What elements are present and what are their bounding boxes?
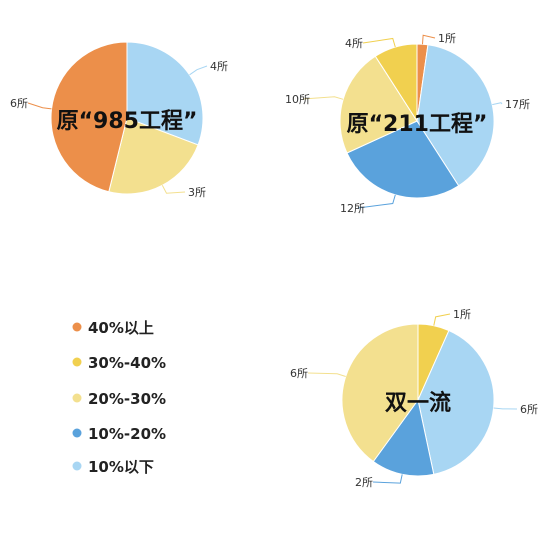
slice-label: 10所: [285, 93, 310, 106]
legend-swatch-40-above: [72, 322, 82, 332]
legend-label-10-below: 10%以下: [88, 458, 154, 476]
leader-line: [189, 65, 208, 76]
slice-label: 1所: [453, 308, 471, 321]
leader-line: [372, 474, 403, 484]
legend-label-40-above: 40%以上: [88, 319, 154, 337]
leader-line: [492, 102, 503, 106]
legend-item-30-40: 30%-40%: [72, 354, 166, 372]
pie-title: 双一流: [385, 390, 451, 416]
pie-slice: [341, 323, 419, 463]
legend-item-40-above: 40%以上: [72, 319, 154, 337]
pie-slice: [374, 43, 418, 123]
leader-line: [421, 34, 436, 45]
slice-label: 2所: [355, 476, 373, 489]
slice-label: 17所: [505, 98, 530, 111]
slice-label: 6所: [520, 403, 538, 416]
legend-swatch-20-30: [72, 393, 82, 403]
leader-line: [433, 313, 451, 326]
legend-item-20-30: 20%-30%: [72, 390, 166, 408]
leader-line: [493, 407, 518, 410]
legend-label-30-40: 30%-40%: [88, 354, 166, 372]
slice-label: 6所: [290, 367, 308, 380]
slice-label: 4所: [210, 60, 228, 73]
legend-swatch-10-below: [72, 461, 82, 471]
legend-swatch-10-20: [72, 428, 82, 438]
slice-label: 1所: [438, 32, 456, 45]
pie-211: 1所 17所 12所 10所 4所原“211工程”: [285, 32, 530, 215]
pie-slice: [372, 398, 435, 477]
legend-swatch-30-40: [72, 357, 82, 367]
slice-label: 4所: [345, 37, 363, 50]
pie-slice: [417, 329, 495, 475]
slice-label: 6所: [10, 97, 28, 110]
legend-label-10-20: 10%-20%: [88, 425, 166, 443]
pie-title: 原“211工程”: [347, 112, 488, 137]
legend-item-10-20: 10%-20%: [72, 425, 166, 443]
leader-line: [307, 372, 346, 377]
pie-985: 4所 3所 6所原“985工程”: [10, 41, 228, 199]
slice-label: 3所: [188, 186, 206, 199]
legend-item-10-below: 10%以下: [72, 458, 154, 476]
pie-title: 原“985工程”: [57, 109, 198, 134]
leader-line: [362, 37, 396, 48]
leader-line: [27, 102, 52, 110]
leader-line: [357, 194, 396, 209]
leader-line: [161, 185, 186, 194]
legend: 40%以上 30%-40% 20%-30% 10%-20% 10%以下: [72, 319, 166, 476]
pie-slice: [126, 41, 204, 146]
leader-line: [302, 96, 344, 100]
pie-slice: [50, 41, 128, 193]
legend-label-20-30: 20%-30%: [88, 390, 166, 408]
slice-label: 12所: [340, 202, 365, 215]
